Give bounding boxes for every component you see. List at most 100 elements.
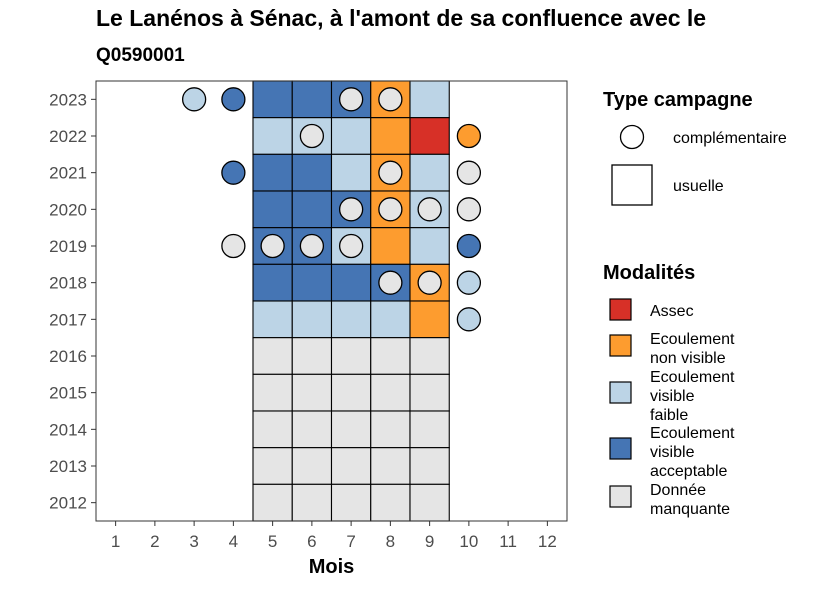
legend-color-key	[609, 485, 632, 508]
point	[378, 87, 403, 112]
tile	[370, 410, 411, 449]
legend-square-key	[611, 164, 653, 206]
x-tick-label: 6	[307, 532, 316, 551]
point	[221, 87, 246, 112]
tile	[252, 337, 293, 375]
x-tick-label: 12	[538, 532, 557, 551]
point	[378, 270, 403, 295]
x-tick-label: 8	[386, 532, 395, 551]
x-axis-title: Mois	[309, 556, 355, 578]
point	[221, 233, 246, 259]
chart-subtitle: Q0590001	[96, 45, 185, 66]
point	[181, 87, 207, 112]
legend-color-key	[609, 381, 632, 404]
tile	[370, 373, 411, 412]
point	[299, 233, 325, 259]
tile	[252, 373, 293, 412]
point	[299, 123, 325, 149]
tile	[291, 483, 333, 522]
tile	[409, 410, 450, 449]
point	[338, 197, 364, 222]
tile	[252, 153, 293, 192]
legend-modalite-label: Assec	[650, 303, 694, 320]
tile	[291, 447, 333, 485]
point	[456, 270, 482, 295]
y-tick-label: 2019	[49, 237, 87, 256]
tile	[252, 263, 293, 302]
tile	[370, 483, 411, 522]
legend-modalites-title: Modalités	[603, 262, 695, 284]
legend-type-title: Type campagne	[603, 89, 753, 111]
tile	[370, 337, 411, 375]
tile	[330, 410, 372, 449]
point	[378, 160, 403, 185]
tile	[330, 373, 372, 412]
point	[417, 270, 442, 295]
tile	[409, 447, 450, 485]
tile	[370, 227, 411, 265]
tile	[409, 483, 450, 522]
y-tick-label: 2015	[49, 384, 87, 403]
x-tick-label: 9	[425, 532, 434, 551]
tile	[370, 117, 411, 155]
tile	[409, 300, 450, 339]
tile	[330, 263, 372, 302]
legend-modalite-label: Ecoulement non visible	[650, 331, 735, 367]
x-tick-label: 2	[150, 532, 159, 551]
tile	[409, 373, 450, 412]
legend-type-label: complémentaire	[673, 130, 787, 147]
chart-title: Le Lanénos à Sénac, à l'amont de sa conf…	[96, 5, 707, 31]
point	[456, 307, 482, 332]
x-tick-label: 1	[111, 532, 120, 551]
point	[456, 160, 482, 185]
point	[338, 87, 364, 112]
legend-circle-key	[619, 124, 645, 150]
tile	[291, 153, 333, 192]
y-tick-label: 2022	[49, 127, 87, 146]
tile	[409, 337, 450, 375]
tile	[252, 410, 293, 449]
legend-modalite-label: Donnée manquante	[650, 482, 730, 518]
tile	[330, 483, 372, 522]
tile	[291, 373, 333, 412]
point	[456, 123, 482, 149]
points-layer	[181, 87, 482, 332]
tile	[409, 153, 450, 192]
tile	[252, 447, 293, 485]
x-tick-label: 5	[268, 532, 277, 551]
legend-modalite-label: Ecoulement visible faible	[650, 369, 735, 424]
tile	[409, 117, 450, 155]
tile	[291, 263, 333, 302]
tile	[291, 410, 333, 449]
x-tick-label: 7	[346, 532, 355, 551]
legend-modalite-label: Ecoulement visible acceptable	[650, 425, 735, 480]
tile	[291, 300, 333, 339]
tile	[252, 190, 293, 229]
tile	[330, 117, 372, 155]
tile	[252, 483, 293, 522]
point	[260, 233, 285, 259]
tile	[252, 117, 293, 155]
y-tick-label: 2014	[49, 420, 87, 439]
point	[338, 233, 364, 259]
y-tick-label: 2013	[49, 457, 87, 476]
tile	[409, 80, 450, 119]
y-tick-label: 2020	[49, 200, 87, 219]
y-tick-label: 2017	[49, 310, 87, 329]
y-tick-label: 2016	[49, 347, 87, 366]
legend-color-key	[609, 298, 632, 321]
tile	[291, 337, 333, 375]
tile	[330, 447, 372, 485]
tile	[330, 153, 372, 192]
x-tick-label: 3	[189, 532, 198, 551]
y-tick-label: 2023	[49, 90, 87, 109]
tile	[330, 300, 372, 339]
tiles-layer	[252, 80, 450, 522]
tile	[370, 300, 411, 339]
point	[456, 197, 482, 222]
point	[456, 233, 482, 259]
tile	[252, 300, 293, 339]
point	[221, 160, 246, 185]
y-tick-label: 2018	[49, 274, 87, 293]
